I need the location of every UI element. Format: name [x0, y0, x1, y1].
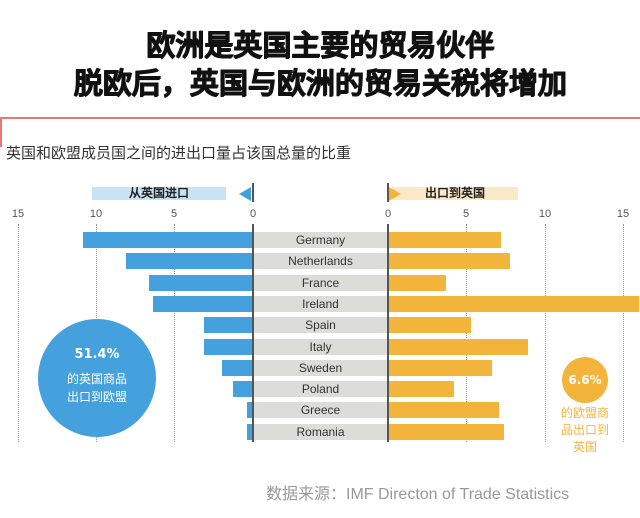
table-row: Poland	[0, 381, 640, 397]
bar-import-netherlands	[126, 253, 253, 269]
bar-import-spain	[204, 317, 253, 333]
legend-tick-left	[252, 183, 254, 202]
source-note: 数据来源：IMF Directon of Trade Statistics	[266, 486, 570, 503]
bar-export-ireland	[388, 296, 639, 312]
bar-export-romania	[388, 424, 504, 440]
tick-left-0: 0	[249, 208, 257, 220]
country-label: Spain	[254, 317, 387, 333]
chart-subtitle: 英国和欧盟成员国之间的进出口量占该国总量的比重	[6, 144, 352, 162]
legend-exports: 出口到英国	[392, 187, 518, 200]
gridline	[174, 224, 175, 442]
country-label: Italy	[254, 339, 387, 355]
gridline	[623, 224, 624, 442]
bar-export-germany	[388, 232, 501, 248]
bar-export-france	[388, 275, 446, 291]
callout-eu-line2: 品出口到	[560, 423, 609, 437]
country-label: Romania	[254, 424, 387, 440]
gridline	[545, 224, 546, 442]
country-label: Netherlands	[254, 253, 387, 269]
country-label: Ireland	[254, 296, 387, 312]
table-row: Spain	[0, 317, 640, 333]
tick-left-5: 5	[170, 208, 178, 220]
bar-export-sweden	[388, 360, 492, 376]
bar-import-greece	[247, 402, 253, 418]
arrow-left-icon	[239, 187, 251, 201]
accent-divider-left	[0, 117, 2, 147]
bar-import-ireland	[153, 296, 253, 312]
bar-import-poland	[233, 381, 253, 397]
bar-export-italy	[388, 339, 528, 355]
country-label: Greece	[254, 402, 387, 418]
tick-right-10: 10	[538, 208, 552, 220]
table-row: Greece	[0, 402, 640, 418]
callout-uk-line2: 出口到欧盟	[66, 390, 127, 404]
tick-right-5: 5	[462, 208, 470, 220]
gridline	[466, 224, 467, 442]
tick-left-15: 15	[11, 208, 25, 220]
bar-import-romania	[247, 424, 253, 440]
legend-exports-label: 出口到英国	[424, 186, 485, 200]
tick-left-10: 10	[89, 208, 103, 220]
country-label: Poland	[254, 381, 387, 397]
callout-eu-exports: 6.6%	[562, 357, 608, 403]
legend-tick-right	[387, 183, 389, 202]
country-label: France	[254, 275, 387, 291]
bar-import-france	[149, 275, 253, 291]
axis-zero-left	[252, 224, 254, 442]
bar-export-poland	[388, 381, 454, 397]
legend-imports: 从英国进口	[92, 187, 226, 200]
gridline	[18, 224, 19, 442]
bar-export-spain	[388, 317, 471, 333]
table-row: Romania	[0, 424, 640, 440]
tick-right-15: 15	[616, 208, 630, 220]
callout-eu-line3: 英国	[572, 440, 597, 454]
callout-uk-exports: 51.4% 的英国商品 出口到欧盟	[38, 319, 156, 437]
arrow-right-icon	[389, 187, 401, 201]
table-row: Ireland	[0, 296, 640, 312]
table-row: Germany	[0, 232, 640, 248]
callout-eu-text: 的欧盟商 品出口到 英国	[548, 405, 622, 456]
headline-line-2: 脱欧后，英国与欧洲的贸易关税将增加	[73, 66, 567, 100]
callout-uk-value: 51.4%	[74, 347, 120, 362]
callout-eu-line1: 的欧盟商	[560, 406, 609, 420]
callout-uk-line1: 的英国商品	[66, 372, 127, 386]
table-row: Italy	[0, 339, 640, 355]
legend-imports-label: 从英国进口	[128, 186, 189, 200]
table-row: Netherlands	[0, 253, 640, 269]
table-row: Sweden	[0, 360, 640, 376]
table-row: France	[0, 275, 640, 291]
bar-export-greece	[388, 402, 499, 418]
bar-import-italy	[204, 339, 253, 355]
country-label: Germany	[254, 232, 387, 248]
bar-import-sweden	[222, 360, 253, 376]
tick-right-0: 0	[384, 208, 392, 220]
headline-line-1: 欧洲是英国主要的贸易伙伴	[145, 28, 494, 62]
country-label: Sweden	[254, 360, 387, 376]
bar-import-germany	[83, 232, 253, 248]
bar-export-netherlands	[388, 253, 510, 269]
axis-zero-right	[387, 224, 389, 442]
accent-divider	[0, 117, 640, 119]
